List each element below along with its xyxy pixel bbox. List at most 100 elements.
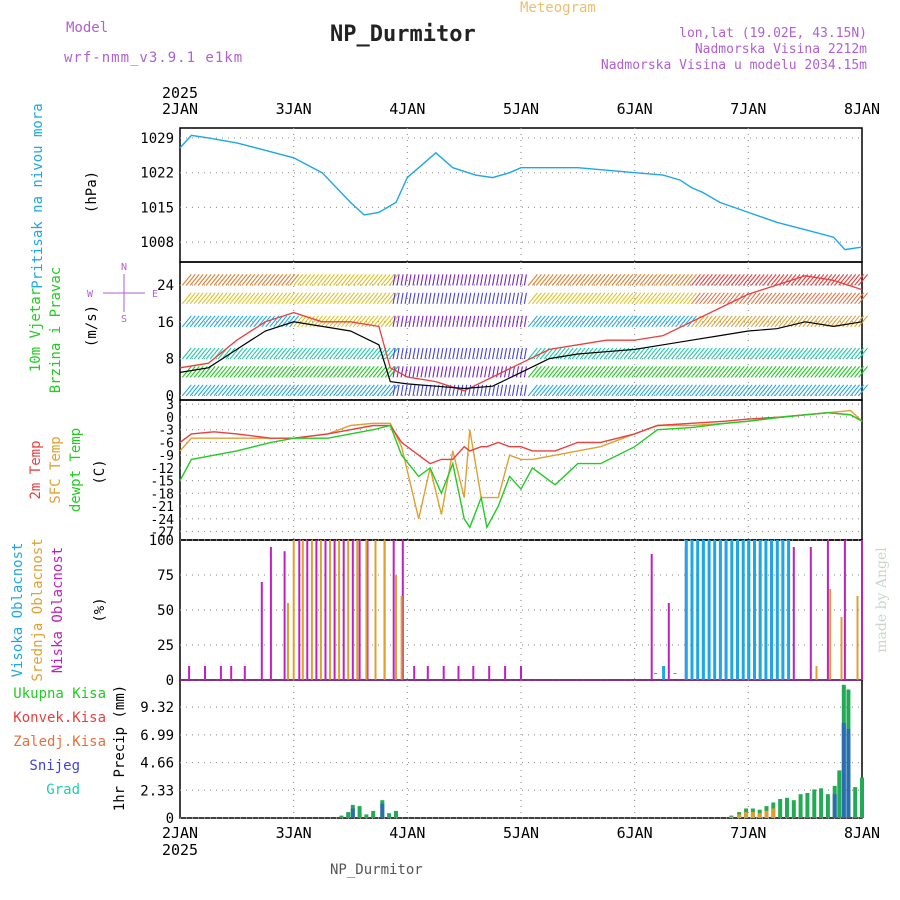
wind-barb [519,315,523,327]
wind-barb [436,274,440,286]
wind-barb [424,384,428,396]
wind-barb [325,384,335,397]
wind-barb [746,347,757,360]
x-tick-label-bottom: 5JAN [503,824,539,842]
wind-barb [730,347,741,360]
wind-barb [515,366,520,378]
wind-barb [221,384,232,397]
wind-barb [738,384,749,397]
wind-barb [253,347,264,360]
wind-barb [456,274,460,286]
wind-barb [492,347,496,360]
wind-barb [336,384,347,397]
wind-barb [842,347,853,360]
wind-barb [627,274,638,286]
precip-bar [812,789,817,818]
wind-barb [651,366,662,378]
wind-barb [575,315,586,328]
wind-barb [567,315,578,328]
x-tick-label-bottom: 6JAN [617,824,653,842]
wind-barb [408,384,412,396]
wind-barb [237,366,248,378]
cloud-bar-mid [856,596,859,680]
wind-barb [639,274,650,286]
precip-bar [832,794,837,818]
pressure-line [179,134,863,251]
wind-barb [539,315,550,328]
wind-barb [742,292,753,305]
wind-barb [563,292,574,305]
wind-barb [205,315,216,328]
wind-barb [714,315,725,328]
wind-barb [774,347,785,360]
wind-barb [237,315,248,328]
wind-barb [285,292,296,305]
wind-barb [595,292,606,305]
wind-barb [591,292,602,305]
wind-barb [265,384,276,397]
wind-barb [822,292,833,305]
wind-barb [360,274,371,286]
cloud-bar-high [724,540,728,680]
wind-barb [543,366,554,378]
wind-barb [317,274,327,286]
wind-barb [281,347,292,360]
cloud-bar-mid [301,540,304,680]
wind-barb [754,274,765,286]
wind-barb [519,384,523,396]
wind-barb [710,384,721,397]
cloud-bar-low [358,540,361,680]
wind-barb [555,384,566,397]
wind-barb [273,274,284,286]
wind-barb [595,274,606,286]
wind-barb [380,274,391,286]
wind-barb [253,366,264,378]
wind-barb [301,274,312,286]
wind-barb [507,384,512,396]
y-tick-label: -27 [151,526,174,541]
wind-barb [531,384,542,397]
wind-barb [683,274,693,286]
wind-barb [356,384,367,397]
wind-barb [635,274,646,286]
wind-barb [798,384,809,397]
wind-barb [416,384,420,396]
wind-barb [822,366,833,378]
wind-barb [575,366,586,378]
wind-barb [241,274,252,286]
wind-barb [854,274,865,286]
x-tick-label-bottom: 8JAN [844,824,880,842]
wind-barb [325,366,335,378]
year-label-top: 2025 [162,84,198,102]
wind-barb [364,384,375,397]
x-tick-label-top: 7JAN [730,100,766,118]
precip-bar [771,808,776,818]
wind-barb [619,292,630,305]
wind-barb [746,292,757,305]
wind-barb [611,315,622,328]
wind-barb [818,347,829,360]
wind-barb [507,315,512,327]
wind-barb [714,347,725,360]
wind-barb [603,274,614,286]
wind-barb [515,384,520,396]
wind-barb [412,384,416,396]
wind-barb [348,274,359,286]
wind-barb [496,274,500,286]
wind-barb [448,315,452,327]
wind-barb [297,384,308,397]
wind-barb [344,384,355,397]
wind-barb [782,292,793,305]
wind-barb [822,347,833,360]
y-tick-label: -15 [151,475,174,490]
wind-barb [559,347,570,360]
wind-barb [297,347,308,360]
wind-barb [770,292,781,305]
cloud-bar-high [764,540,768,680]
wind-barb [245,315,256,328]
cloud-bar-low [298,540,301,680]
wind-barb [810,274,821,286]
wind-dir-n: N [121,262,127,273]
temp-legend-label: dewpt Temp [68,428,84,512]
